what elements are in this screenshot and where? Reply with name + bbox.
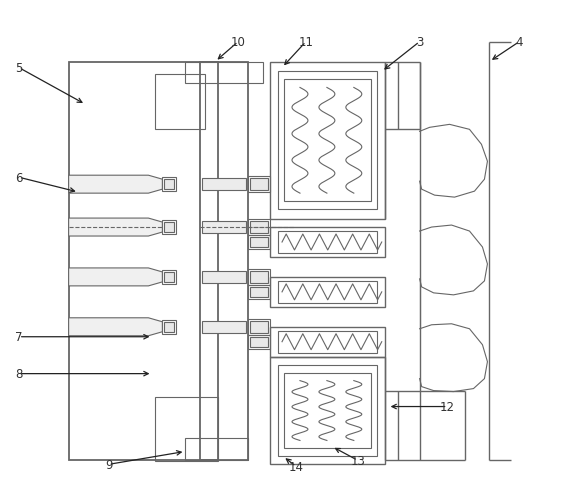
Bar xyxy=(248,177,270,193)
Text: 12: 12 xyxy=(440,400,455,413)
Bar xyxy=(270,357,385,465)
Text: 9: 9 xyxy=(105,458,112,471)
Text: 5: 5 xyxy=(15,62,23,75)
Polygon shape xyxy=(69,268,162,286)
Bar xyxy=(250,271,268,284)
Bar xyxy=(284,81,371,202)
Bar xyxy=(278,281,376,303)
Bar xyxy=(248,236,270,249)
Bar xyxy=(185,439,248,461)
Text: 7: 7 xyxy=(15,330,23,344)
Bar xyxy=(278,232,376,253)
Bar xyxy=(164,180,174,190)
Bar xyxy=(202,222,246,234)
Text: 14: 14 xyxy=(289,460,303,473)
Bar xyxy=(155,397,218,462)
Bar xyxy=(162,320,176,334)
Bar xyxy=(270,277,385,307)
Bar xyxy=(164,272,174,283)
Bar xyxy=(248,319,270,335)
Bar xyxy=(250,321,268,333)
Bar xyxy=(250,238,268,247)
Bar xyxy=(248,335,270,349)
Bar xyxy=(164,322,174,332)
Text: 4: 4 xyxy=(515,36,523,49)
Bar xyxy=(164,223,174,233)
Bar xyxy=(248,269,270,285)
Bar xyxy=(250,287,268,297)
Bar xyxy=(200,62,248,461)
Text: 13: 13 xyxy=(350,454,365,467)
Text: 3: 3 xyxy=(416,36,424,49)
Bar xyxy=(248,285,270,299)
Bar xyxy=(278,72,376,210)
Bar xyxy=(162,221,176,235)
Bar xyxy=(250,179,268,191)
Bar xyxy=(202,271,246,284)
Bar xyxy=(202,321,246,333)
Bar xyxy=(202,179,246,191)
Bar xyxy=(278,331,376,353)
Text: 10: 10 xyxy=(231,36,246,49)
Polygon shape xyxy=(69,176,162,194)
Bar xyxy=(162,270,176,285)
Bar xyxy=(278,365,376,456)
Bar xyxy=(162,178,176,192)
Bar xyxy=(270,62,385,220)
Text: 6: 6 xyxy=(15,171,23,184)
Text: 11: 11 xyxy=(299,36,314,49)
Bar xyxy=(250,337,268,347)
Bar xyxy=(270,227,385,258)
Bar xyxy=(270,327,385,357)
Bar xyxy=(250,222,268,234)
Bar xyxy=(185,62,263,84)
Bar xyxy=(155,75,205,130)
Polygon shape xyxy=(69,318,162,336)
Bar xyxy=(69,62,218,461)
Bar xyxy=(248,220,270,236)
Bar xyxy=(284,373,371,448)
Text: 8: 8 xyxy=(15,367,23,380)
Polygon shape xyxy=(69,219,162,237)
